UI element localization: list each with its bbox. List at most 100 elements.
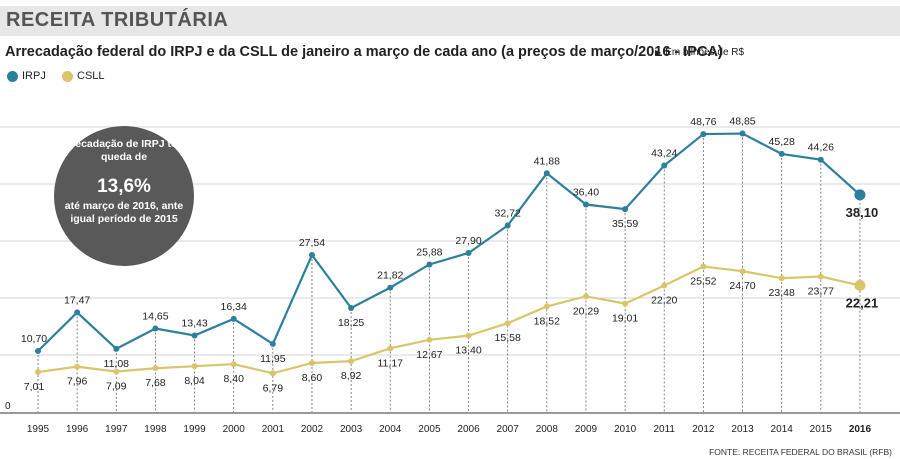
- x-tick-label: 1997: [105, 424, 128, 435]
- data-point-irpj: [387, 284, 394, 291]
- data-label-csll: 8,60: [302, 372, 323, 384]
- data-label-irpj: 11,08: [104, 358, 130, 370]
- x-tick-label: 2007: [497, 424, 520, 435]
- data-label-irpj: 13,43: [181, 317, 207, 329]
- unit-note: ▶ Em bilhões de R$: [655, 47, 744, 58]
- data-point-irpj: [700, 131, 707, 138]
- x-tick-label: 2010: [614, 424, 637, 435]
- data-point-irpj: [152, 325, 159, 332]
- x-tick-label: 2016: [849, 424, 872, 435]
- x-tick-label: 2011: [653, 424, 675, 435]
- data-label-csll: 7,96: [67, 376, 88, 388]
- data-label-irpj: 45,28: [769, 136, 795, 148]
- data-label-irpj: 25,88: [416, 246, 442, 258]
- data-point-csll: [817, 273, 824, 280]
- data-point-irpj: [465, 249, 472, 256]
- data-label-irpj: 48,76: [690, 116, 716, 128]
- data-point-irpj: [661, 162, 668, 169]
- data-label-irpj: 10,70: [21, 333, 47, 345]
- legend-item-irpj: IRPJ: [7, 70, 46, 82]
- data-label-csll: 23,77: [808, 286, 834, 298]
- data-label-csll: 22,20: [651, 294, 677, 306]
- x-tick-label: 1999: [183, 424, 206, 435]
- unit-note-text: Em bilhões de R$: [665, 47, 745, 58]
- x-tick-label: 2006: [457, 424, 480, 435]
- triangle-right-icon: ▶: [655, 48, 662, 57]
- data-point-csll: [426, 336, 433, 343]
- data-label-irpj: 32,72: [495, 207, 521, 219]
- data-point-irpj: [778, 150, 785, 157]
- data-label-irpj: 27,54: [299, 237, 325, 249]
- legend-swatch-irpj: [7, 70, 18, 82]
- x-tick-label: 1998: [144, 424, 167, 435]
- data-point-irpj: [230, 315, 237, 322]
- data-point-csll: [113, 368, 120, 375]
- data-label-csll: 18,52: [534, 315, 560, 327]
- x-tick-label: 2001: [262, 424, 285, 435]
- data-label-irpj: 35,59: [612, 218, 638, 230]
- data-label-csll: 7,09: [106, 381, 127, 393]
- series-line-irpj: [37, 132, 861, 352]
- data-point-irpj: [348, 304, 355, 311]
- data-label-csll: 7,68: [145, 377, 166, 389]
- series-line-csll: [37, 265, 861, 375]
- data-label-csll: 23,48: [769, 287, 795, 299]
- data-point-csll: [465, 332, 472, 339]
- page-title: RECEITA TRIBUTÁRIA: [6, 9, 229, 31]
- data-label-irpj: 44,26: [808, 142, 834, 154]
- x-tick-label: 2015: [810, 424, 833, 435]
- data-label-irpj: 38,10: [846, 205, 879, 220]
- x-tick-label: 2009: [575, 424, 598, 435]
- data-point-csll: [622, 300, 629, 307]
- data-point-csll: [387, 345, 394, 352]
- data-label-irpj: 41,88: [534, 155, 560, 167]
- data-label-csll: 25,52: [690, 276, 716, 288]
- x-tick-label: 2012: [692, 424, 715, 435]
- data-point-csll: [35, 369, 41, 376]
- data-point-irpj: [582, 201, 589, 208]
- x-tick-label: 2004: [379, 424, 402, 435]
- header-bar: [0, 6, 900, 36]
- x-tick-label: 2008: [536, 424, 559, 435]
- data-point-irpj: [854, 189, 866, 201]
- data-label-irpj: 21,82: [377, 270, 403, 282]
- data-label-csll: 8,04: [184, 375, 205, 387]
- data-label-csll: 6,79: [263, 382, 284, 394]
- data-point-csll: [152, 365, 159, 372]
- data-label-irpj: 43,24: [651, 148, 677, 160]
- data-point-csll: [854, 279, 866, 291]
- data-label-csll: 7,01: [24, 381, 45, 393]
- callout-text-top: Arrecadação de IRPJ teve queda de: [59, 138, 189, 163]
- data-point-irpj: [35, 348, 41, 355]
- data-label-csll: 11,17: [378, 357, 404, 369]
- data-label-csll: 8,92: [341, 370, 362, 382]
- data-point-irpj: [504, 222, 511, 229]
- x-tick-label: 2005: [418, 424, 441, 435]
- data-point-csll: [582, 293, 589, 300]
- data-point-csll: [504, 320, 511, 327]
- data-label-csll: 13,40: [455, 345, 481, 357]
- data-label-irpj: 11,95: [260, 353, 286, 365]
- data-point-csll: [739, 268, 746, 275]
- x-tick-label: 2013: [731, 424, 754, 435]
- data-label-irpj: 18,25: [338, 317, 364, 329]
- x-tick-label: 1995: [27, 424, 50, 435]
- x-tick-label: 2003: [340, 424, 363, 435]
- data-point-irpj: [113, 345, 120, 352]
- data-label-irpj: 27,90: [455, 235, 481, 247]
- data-label-csll: 24,70: [729, 280, 755, 292]
- data-label-csll: 20,29: [573, 305, 599, 317]
- legend-label-csll: CSLL: [77, 70, 105, 82]
- legend-label-irpj: IRPJ: [22, 70, 46, 82]
- data-label-csll: 22,21: [846, 295, 879, 310]
- data-point-irpj: [74, 309, 81, 316]
- data-point-csll: [778, 275, 785, 282]
- data-label-irpj: 36,40: [573, 187, 599, 199]
- data-point-irpj: [191, 332, 198, 339]
- data-point-csll: [74, 363, 81, 370]
- data-label-csll: 15,58: [495, 332, 521, 344]
- data-point-csll: [230, 361, 237, 368]
- data-point-csll: [543, 303, 550, 310]
- data-label-csll: 12,67: [416, 349, 442, 361]
